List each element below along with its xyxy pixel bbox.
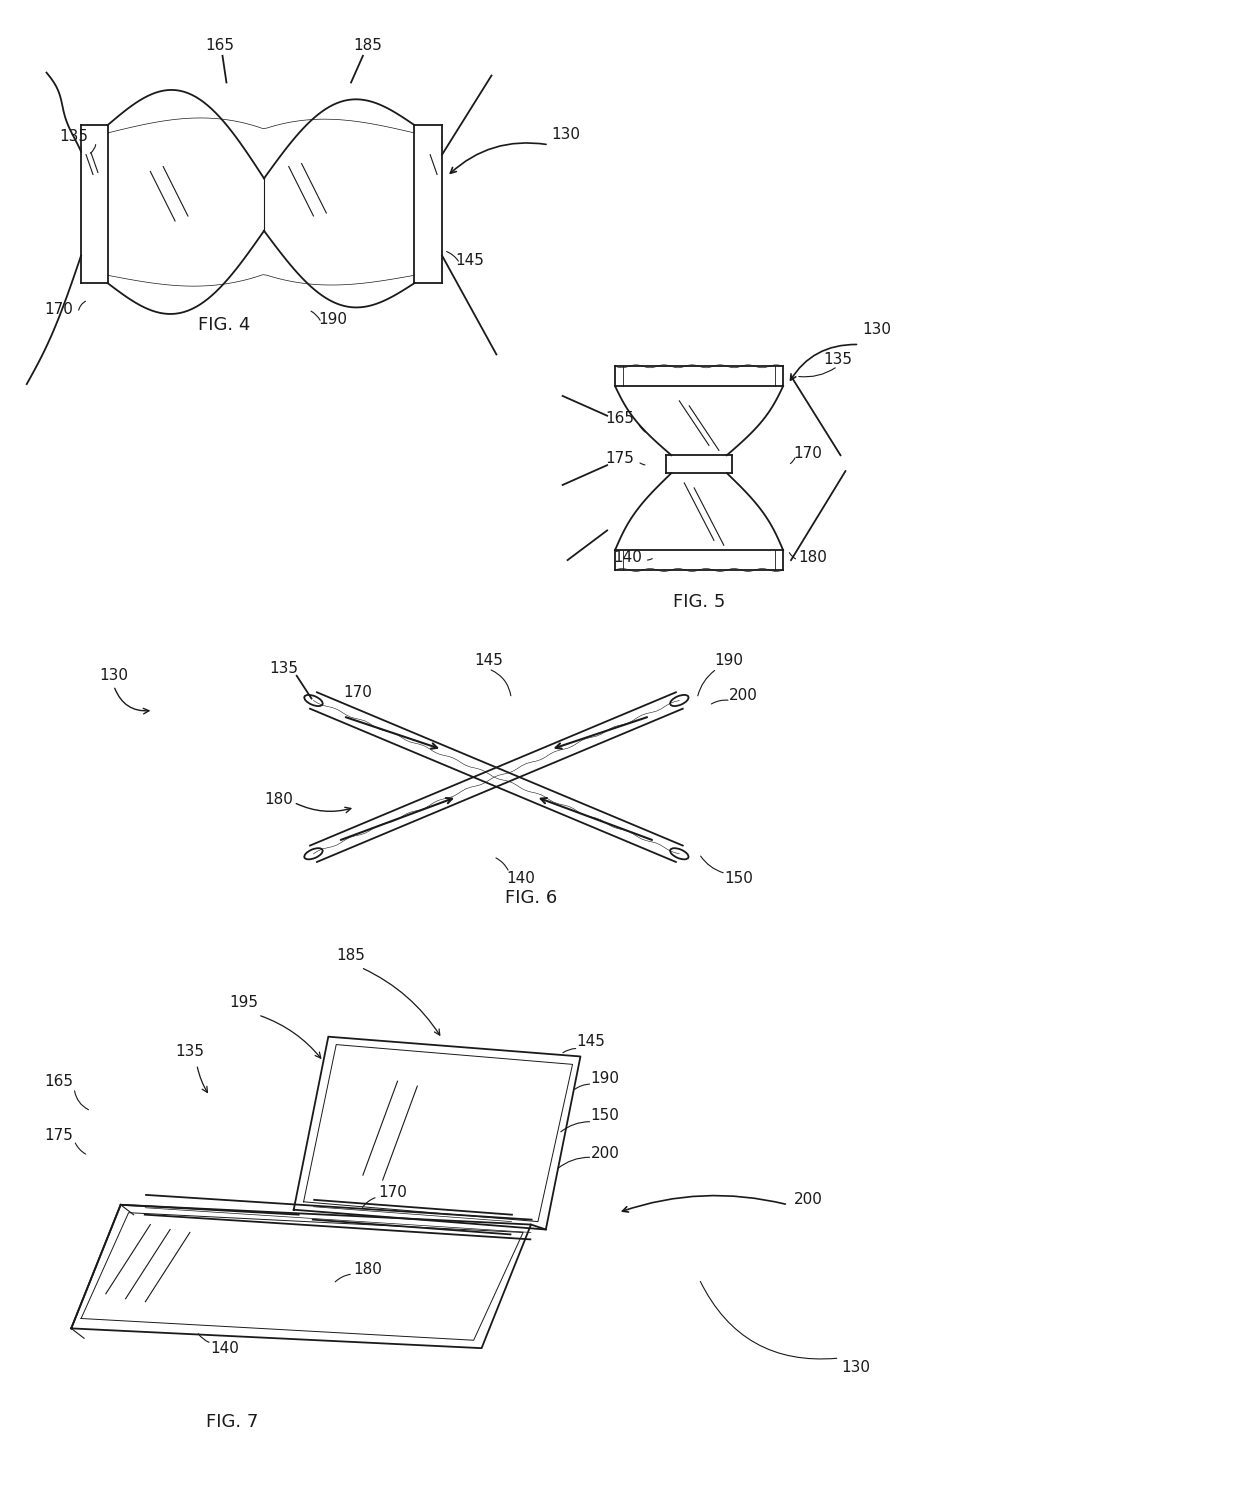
- Text: 135: 135: [60, 129, 89, 144]
- Text: 135: 135: [175, 1045, 205, 1059]
- Text: FIG. 7: FIG. 7: [206, 1414, 259, 1431]
- Text: 170: 170: [794, 446, 822, 461]
- Text: 180: 180: [264, 792, 294, 806]
- Text: 135: 135: [823, 351, 852, 368]
- Text: 145: 145: [474, 653, 503, 668]
- Text: 170: 170: [43, 302, 73, 317]
- Text: 195: 195: [229, 994, 259, 1009]
- Text: 130: 130: [863, 323, 892, 338]
- Text: FIG. 4: FIG. 4: [198, 315, 250, 333]
- Text: 140: 140: [507, 870, 536, 885]
- Text: 150: 150: [724, 870, 753, 885]
- Text: 165: 165: [605, 411, 635, 426]
- Text: 200: 200: [729, 687, 758, 702]
- Text: 170: 170: [343, 684, 372, 699]
- Text: 130: 130: [841, 1360, 869, 1375]
- Text: 175: 175: [605, 451, 635, 466]
- Text: 130: 130: [551, 128, 580, 143]
- Text: 165: 165: [205, 39, 234, 54]
- Text: 145: 145: [575, 1034, 605, 1049]
- Text: 135: 135: [269, 661, 299, 677]
- Text: 175: 175: [43, 1128, 73, 1143]
- Text: 130: 130: [99, 668, 128, 683]
- Text: 185: 185: [336, 948, 366, 963]
- Text: 140: 140: [210, 1341, 239, 1356]
- Text: 190: 190: [319, 312, 347, 327]
- Text: 145: 145: [455, 253, 484, 268]
- Text: 190: 190: [590, 1071, 620, 1086]
- Text: FIG. 6: FIG. 6: [505, 890, 557, 908]
- Text: 180: 180: [799, 549, 827, 564]
- Text: 200: 200: [794, 1192, 822, 1207]
- Text: 180: 180: [353, 1262, 382, 1277]
- Text: FIG. 5: FIG. 5: [673, 592, 725, 610]
- Text: 185: 185: [353, 39, 382, 54]
- Text: 165: 165: [43, 1074, 73, 1089]
- Text: 200: 200: [590, 1146, 620, 1161]
- Text: 150: 150: [590, 1109, 620, 1123]
- Text: 170: 170: [378, 1186, 407, 1201]
- Text: 190: 190: [714, 653, 743, 668]
- Text: 140: 140: [614, 549, 642, 564]
